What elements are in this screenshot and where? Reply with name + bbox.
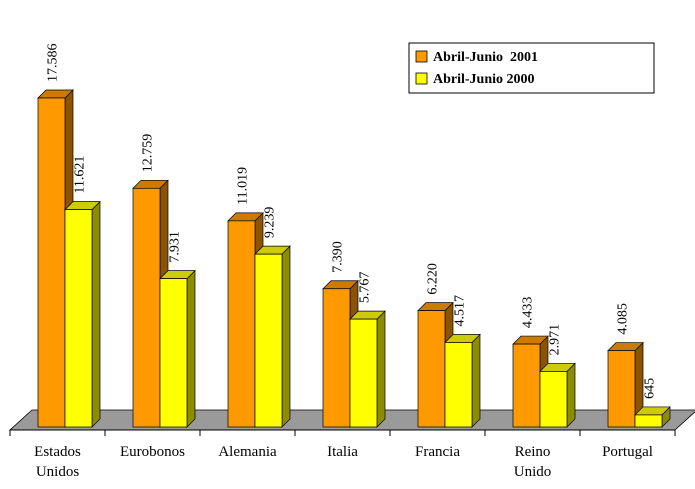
bar-front bbox=[132, 187, 161, 428]
x-tick-label-0: Estados bbox=[34, 444, 81, 460]
bar-front bbox=[349, 318, 378, 428]
bar-front bbox=[37, 97, 66, 428]
data-label-2000-0: 11.621 bbox=[73, 156, 88, 194]
x-tick-label-6: Portugal bbox=[602, 444, 653, 460]
data-label-2001-2: 11.019 bbox=[236, 167, 251, 205]
bar-2000-1 bbox=[159, 269, 196, 428]
data-label-2001-1: 12.759 bbox=[141, 134, 156, 173]
legend-swatch-2000 bbox=[415, 72, 428, 85]
data-label-2000-2: 9.239 bbox=[263, 207, 278, 239]
legend: Abril-Junio 2001 Abril-Junio 2000 bbox=[408, 42, 655, 94]
bars bbox=[37, 89, 671, 428]
x-tick-label-3: Italia bbox=[327, 444, 358, 460]
bar-front bbox=[512, 343, 541, 428]
data-label-2000-1: 7.931 bbox=[168, 231, 183, 263]
data-label-2000-4: 4.517 bbox=[453, 295, 468, 327]
data-label-2001-6: 4.085 bbox=[616, 303, 631, 335]
data-label-2001-3: 7.390 bbox=[331, 241, 346, 273]
data-label-2001-4: 6.220 bbox=[426, 263, 441, 295]
data-labels: 17.586 11.621 12.759 7.931 11.019 9.239 7.390 5… bbox=[46, 44, 658, 399]
bar-side bbox=[281, 245, 291, 428]
bar-front bbox=[417, 310, 446, 428]
legend-box bbox=[408, 42, 655, 94]
x-tick-label-5: Reino bbox=[515, 444, 551, 460]
bar-2000-5 bbox=[539, 362, 576, 428]
bar-front bbox=[322, 288, 351, 428]
bar-side bbox=[566, 362, 576, 428]
bar-front bbox=[64, 209, 93, 428]
data-label-2001-5: 4.433 bbox=[521, 297, 536, 329]
data-label-2001-0: 17.586 bbox=[46, 44, 61, 83]
bar-side bbox=[91, 200, 101, 428]
bar-front bbox=[607, 350, 636, 428]
bar-2000-3 bbox=[349, 310, 386, 428]
bar-side bbox=[376, 310, 386, 428]
x-tick-label-5: Unido bbox=[514, 464, 552, 480]
bar-2001-4 bbox=[417, 301, 454, 428]
data-label-2000-6: 645 bbox=[643, 378, 658, 399]
bar-front bbox=[159, 278, 188, 428]
bar-2001-6 bbox=[607, 341, 644, 428]
x-tick-label-0: Unidos bbox=[36, 464, 80, 480]
x-tick-label-4: Francia bbox=[415, 444, 460, 460]
bar-2000-6 bbox=[634, 406, 671, 428]
data-label-2000-3: 5.767 bbox=[358, 272, 373, 304]
x-axis: Estados Unidos Eurobonos Alemania Italia Fran… bbox=[9, 429, 676, 480]
x-tick-label-1: Eurobonos bbox=[120, 444, 185, 460]
data-label-2000-5: 2.971 bbox=[548, 324, 563, 356]
bar-2000-4 bbox=[444, 333, 481, 428]
bar-front bbox=[539, 371, 568, 428]
bar-2000-0 bbox=[64, 200, 101, 428]
bar-side bbox=[471, 333, 481, 428]
x-tick-label-2: Alemania bbox=[218, 444, 277, 460]
bar-2000-2 bbox=[254, 245, 291, 428]
legend-swatch-2001 bbox=[415, 50, 428, 63]
bar-side bbox=[186, 269, 196, 428]
bar-front bbox=[227, 220, 256, 428]
bar-front bbox=[254, 253, 283, 428]
legend-label-2000: Abril-Junio 2000 bbox=[433, 72, 535, 87]
bar-front bbox=[444, 342, 473, 428]
legend-label-2001: Abril-Junio 2001 bbox=[433, 50, 538, 65]
bar-front bbox=[634, 414, 663, 428]
